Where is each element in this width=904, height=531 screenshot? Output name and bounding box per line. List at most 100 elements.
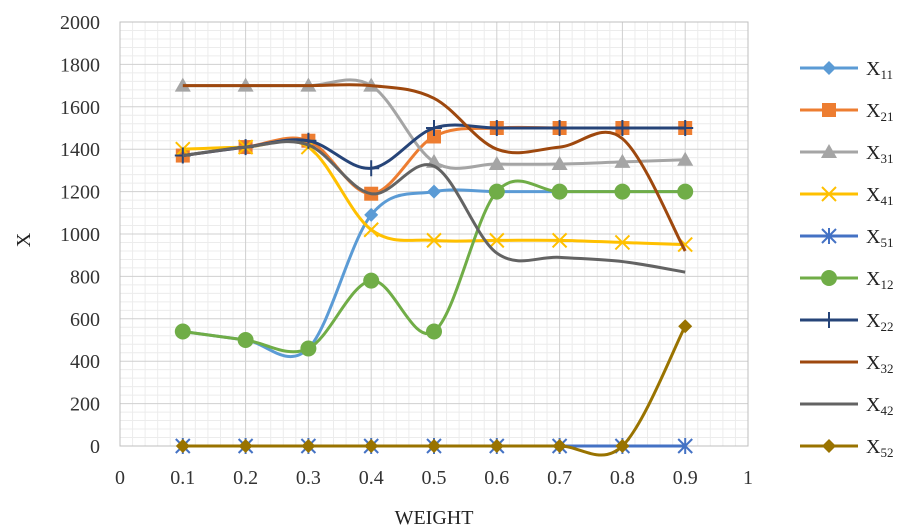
data-point bbox=[426, 323, 442, 340]
legend-label: X42 bbox=[866, 394, 893, 418]
y-tick-label: 400 bbox=[70, 351, 100, 373]
legend-marker bbox=[822, 103, 836, 117]
legend-item-x21: X21 bbox=[800, 100, 893, 124]
series-x42 bbox=[182, 140, 686, 274]
data-point bbox=[427, 439, 441, 453]
x-tick-label: 0.4 bbox=[359, 467, 384, 489]
x-axis-label: WEIGHT bbox=[395, 507, 474, 529]
legend-label: X52 bbox=[866, 436, 893, 460]
legend-item-x42: X42 bbox=[800, 394, 893, 418]
y-tick-label: 2000 bbox=[60, 12, 100, 34]
legend-label: X31 bbox=[866, 142, 893, 166]
legend-item-x31: X31 bbox=[800, 142, 893, 166]
y-tick-label: 600 bbox=[70, 309, 100, 331]
legend-item-x12: X12 bbox=[800, 268, 893, 292]
legend-marker bbox=[821, 144, 837, 158]
x-tick-label: 0.6 bbox=[484, 467, 509, 489]
x-tick-label: 0.1 bbox=[170, 467, 195, 489]
legend-label: X12 bbox=[866, 268, 893, 292]
x-tick-label: 0 bbox=[115, 467, 125, 489]
data-point bbox=[614, 120, 631, 136]
legend-marker bbox=[821, 186, 837, 202]
y-tick-label: 1400 bbox=[60, 139, 100, 161]
legend: X11 X21 X31 X41 X51 X12 X22 X32 X42 X52 bbox=[800, 58, 893, 460]
data-point bbox=[551, 183, 568, 200]
x-tick-label: 0.2 bbox=[233, 467, 258, 489]
data-point bbox=[551, 232, 568, 249]
legend-label: X51 bbox=[866, 226, 893, 250]
data-point bbox=[678, 319, 693, 334]
data-point bbox=[488, 120, 505, 136]
data-point bbox=[300, 340, 317, 357]
y-tick-label: 1800 bbox=[60, 54, 100, 76]
series-layer bbox=[174, 77, 694, 457]
x-tick-label: 1 bbox=[743, 467, 753, 489]
data-point bbox=[363, 222, 379, 238]
y-tick-label: 200 bbox=[70, 394, 100, 416]
series-line bbox=[182, 83, 687, 252]
legend-marker bbox=[821, 270, 837, 286]
legend-item-x51: X51 bbox=[800, 226, 893, 250]
data-point bbox=[175, 439, 190, 453]
x-tick-label: 0.8 bbox=[610, 467, 635, 489]
data-point bbox=[615, 439, 630, 453]
data-point bbox=[614, 183, 631, 200]
x-tick-label: 0.5 bbox=[422, 467, 447, 489]
legend-label: X21 bbox=[866, 100, 893, 124]
legend-marker bbox=[821, 228, 837, 244]
series-line bbox=[182, 140, 686, 274]
data-point bbox=[364, 207, 379, 222]
data-point bbox=[677, 438, 693, 454]
y-tick-label: 1000 bbox=[60, 224, 100, 246]
data-point bbox=[301, 439, 316, 453]
data-point bbox=[426, 232, 442, 249]
y-tick-label: 800 bbox=[70, 266, 100, 288]
data-point bbox=[174, 323, 191, 340]
data-point bbox=[427, 184, 441, 199]
data-point bbox=[363, 160, 380, 177]
series-x12 bbox=[174, 179, 694, 357]
data-point bbox=[677, 183, 694, 200]
x-axis-ticks: 0 0.1 0.2 0.3 0.4 0.5 0.6 0.7 0.8 0.9 1 bbox=[115, 467, 753, 489]
legend-item-x52: X52 bbox=[800, 436, 893, 460]
data-point bbox=[551, 156, 568, 171]
legend-item-x22: X22 bbox=[800, 310, 893, 334]
legend-item-x11: X11 bbox=[800, 58, 893, 82]
legend-item-x41: X41 bbox=[800, 184, 893, 208]
data-point bbox=[489, 439, 504, 453]
y-axis-label: X bbox=[13, 232, 35, 247]
legend-label: X11 bbox=[866, 58, 893, 82]
data-point bbox=[364, 439, 379, 453]
data-point bbox=[427, 129, 441, 144]
legend-marker bbox=[821, 312, 837, 328]
y-tick-label: 1200 bbox=[60, 182, 100, 204]
series-x32 bbox=[182, 83, 687, 252]
series-x52 bbox=[175, 319, 693, 457]
data-point bbox=[551, 120, 568, 136]
data-point bbox=[552, 439, 567, 453]
legend-label: X32 bbox=[866, 352, 893, 376]
data-point bbox=[488, 156, 505, 171]
data-point bbox=[677, 120, 694, 136]
data-point bbox=[614, 234, 631, 251]
data-point bbox=[489, 232, 505, 249]
data-point bbox=[238, 439, 253, 453]
x-tick-label: 0.7 bbox=[547, 467, 572, 489]
y-axis-ticks: 0 200 400 600 800 1000 1200 1400 1600 1800 2000 bbox=[60, 12, 100, 458]
legend-marker bbox=[822, 439, 836, 453]
data-point bbox=[363, 272, 380, 289]
y-tick-label: 1600 bbox=[60, 97, 100, 119]
data-point bbox=[488, 183, 505, 200]
data-point bbox=[677, 151, 694, 166]
data-point bbox=[614, 153, 631, 168]
x-tick-label: 0.9 bbox=[673, 467, 698, 489]
legend-marker bbox=[822, 61, 836, 75]
legend-label: X22 bbox=[866, 310, 893, 334]
data-point bbox=[426, 120, 442, 136]
legend-item-x32: X32 bbox=[800, 352, 893, 376]
data-point bbox=[237, 332, 254, 348]
legend-label: X41 bbox=[866, 184, 893, 208]
x-tick-label: 0.3 bbox=[296, 467, 321, 489]
y-tick-label: 0 bbox=[90, 436, 100, 458]
